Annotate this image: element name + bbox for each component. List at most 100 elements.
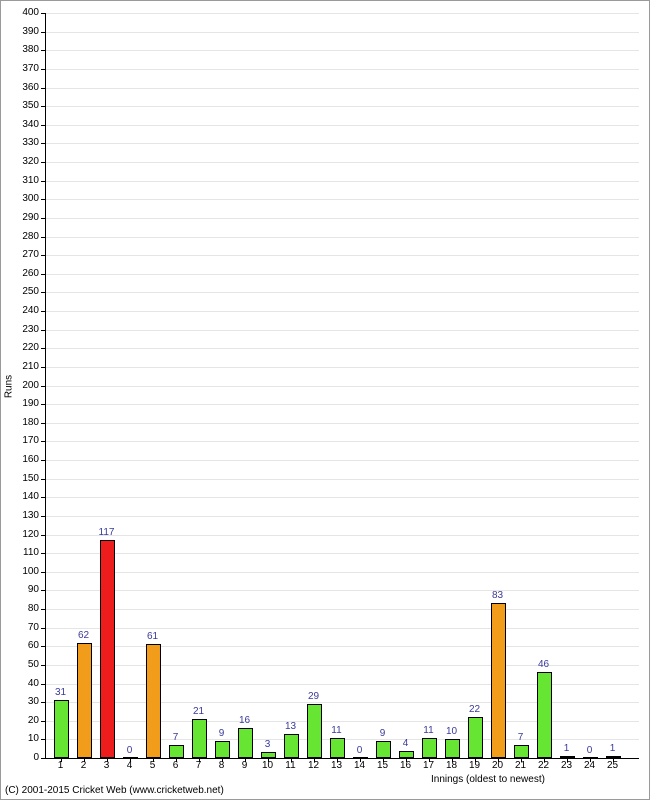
gridline: [46, 69, 639, 70]
y-tick-label: 20: [5, 716, 39, 726]
y-tick-mark: [41, 516, 45, 517]
y-tick-label: 400: [5, 8, 39, 18]
x-tick-label: 12: [308, 761, 319, 771]
y-tick-mark: [41, 441, 45, 442]
y-tick-mark: [41, 702, 45, 703]
x-tick-label: 8: [219, 761, 225, 771]
bar-value-label: 7: [518, 733, 524, 743]
y-tick-label: 230: [5, 325, 39, 335]
bar-value-label: 117: [99, 528, 115, 538]
y-tick-mark: [41, 628, 45, 629]
gridline: [46, 50, 639, 51]
y-tick-label: 310: [5, 176, 39, 186]
y-tick-mark: [41, 255, 45, 256]
y-tick-mark: [41, 348, 45, 349]
x-tick-label: 1: [58, 761, 64, 771]
y-tick-label: 210: [5, 362, 39, 372]
gridline: [46, 237, 639, 238]
bar: [123, 757, 138, 758]
bar: [353, 757, 368, 758]
bar-value-label: 1: [610, 744, 616, 754]
gridline: [46, 479, 639, 480]
y-tick-label: 280: [5, 232, 39, 242]
y-tick-mark: [41, 237, 45, 238]
x-tick-label: 24: [584, 761, 595, 771]
bar: [583, 757, 598, 758]
y-tick-mark: [41, 590, 45, 591]
y-tick-mark: [41, 721, 45, 722]
gridline: [46, 609, 639, 610]
gridline: [46, 143, 639, 144]
gridline: [46, 572, 639, 573]
y-tick-label: 360: [5, 83, 39, 93]
gridline: [46, 404, 639, 405]
y-tick-mark: [41, 684, 45, 685]
y-tick-mark: [41, 181, 45, 182]
gridline: [46, 535, 639, 536]
y-tick-mark: [41, 106, 45, 107]
x-tick-label: 15: [377, 761, 388, 771]
plot-area: [45, 13, 639, 759]
gridline: [46, 553, 639, 554]
gridline: [46, 162, 639, 163]
y-tick-label: 180: [5, 418, 39, 428]
gridline: [46, 330, 639, 331]
bar: [491, 603, 506, 758]
x-tick-label: 22: [538, 761, 549, 771]
gridline: [46, 386, 639, 387]
y-tick-mark: [41, 50, 45, 51]
gridline: [46, 255, 639, 256]
y-tick-mark: [41, 32, 45, 33]
x-tick-label: 16: [400, 761, 411, 771]
y-tick-mark: [41, 330, 45, 331]
bar: [468, 717, 483, 758]
x-tick-label: 6: [173, 761, 179, 771]
bar: [399, 751, 414, 758]
y-tick-label: 150: [5, 474, 39, 484]
gridline: [46, 218, 639, 219]
y-tick-mark: [41, 460, 45, 461]
bar: [445, 739, 460, 758]
y-tick-mark: [41, 404, 45, 405]
y-tick-mark: [41, 311, 45, 312]
gridline: [46, 665, 639, 666]
x-axis-title: Innings (oldest to newest): [431, 774, 545, 785]
bar: [422, 738, 437, 758]
x-tick-label: 20: [492, 761, 503, 771]
gridline: [46, 311, 639, 312]
gridline: [46, 106, 639, 107]
y-tick-label: 320: [5, 157, 39, 167]
y-tick-label: 380: [5, 45, 39, 55]
y-tick-label: 90: [5, 585, 39, 595]
bar-value-label: 31: [55, 688, 66, 698]
y-tick-mark: [41, 572, 45, 573]
y-tick-label: 100: [5, 567, 39, 577]
x-tick-label: 21: [515, 761, 526, 771]
y-tick-label: 350: [5, 101, 39, 111]
bar-value-label: 22: [469, 705, 480, 715]
x-tick-label: 2: [81, 761, 87, 771]
x-tick-label: 23: [561, 761, 572, 771]
y-tick-label: 40: [5, 679, 39, 689]
bar: [238, 728, 253, 758]
x-tick-label: 13: [331, 761, 342, 771]
bar: [560, 756, 575, 758]
bar-value-label: 9: [380, 729, 386, 739]
gridline: [46, 32, 639, 33]
y-tick-mark: [41, 13, 45, 14]
y-tick-label: 270: [5, 250, 39, 260]
bar-value-label: 13: [285, 722, 296, 732]
bar: [261, 752, 276, 758]
copyright-text: (C) 2001-2015 Cricket Web (www.cricketwe…: [5, 785, 224, 796]
y-tick-label: 330: [5, 138, 39, 148]
y-tick-label: 10: [5, 734, 39, 744]
bar: [537, 672, 552, 758]
gridline: [46, 497, 639, 498]
x-tick-label: 17: [423, 761, 434, 771]
gridline: [46, 646, 639, 647]
bar-value-label: 11: [423, 726, 433, 736]
chart-container: Runs Innings (oldest to newest) (C) 2001…: [0, 0, 650, 800]
bar: [330, 738, 345, 758]
y-tick-label: 50: [5, 660, 39, 670]
bar: [54, 700, 69, 758]
